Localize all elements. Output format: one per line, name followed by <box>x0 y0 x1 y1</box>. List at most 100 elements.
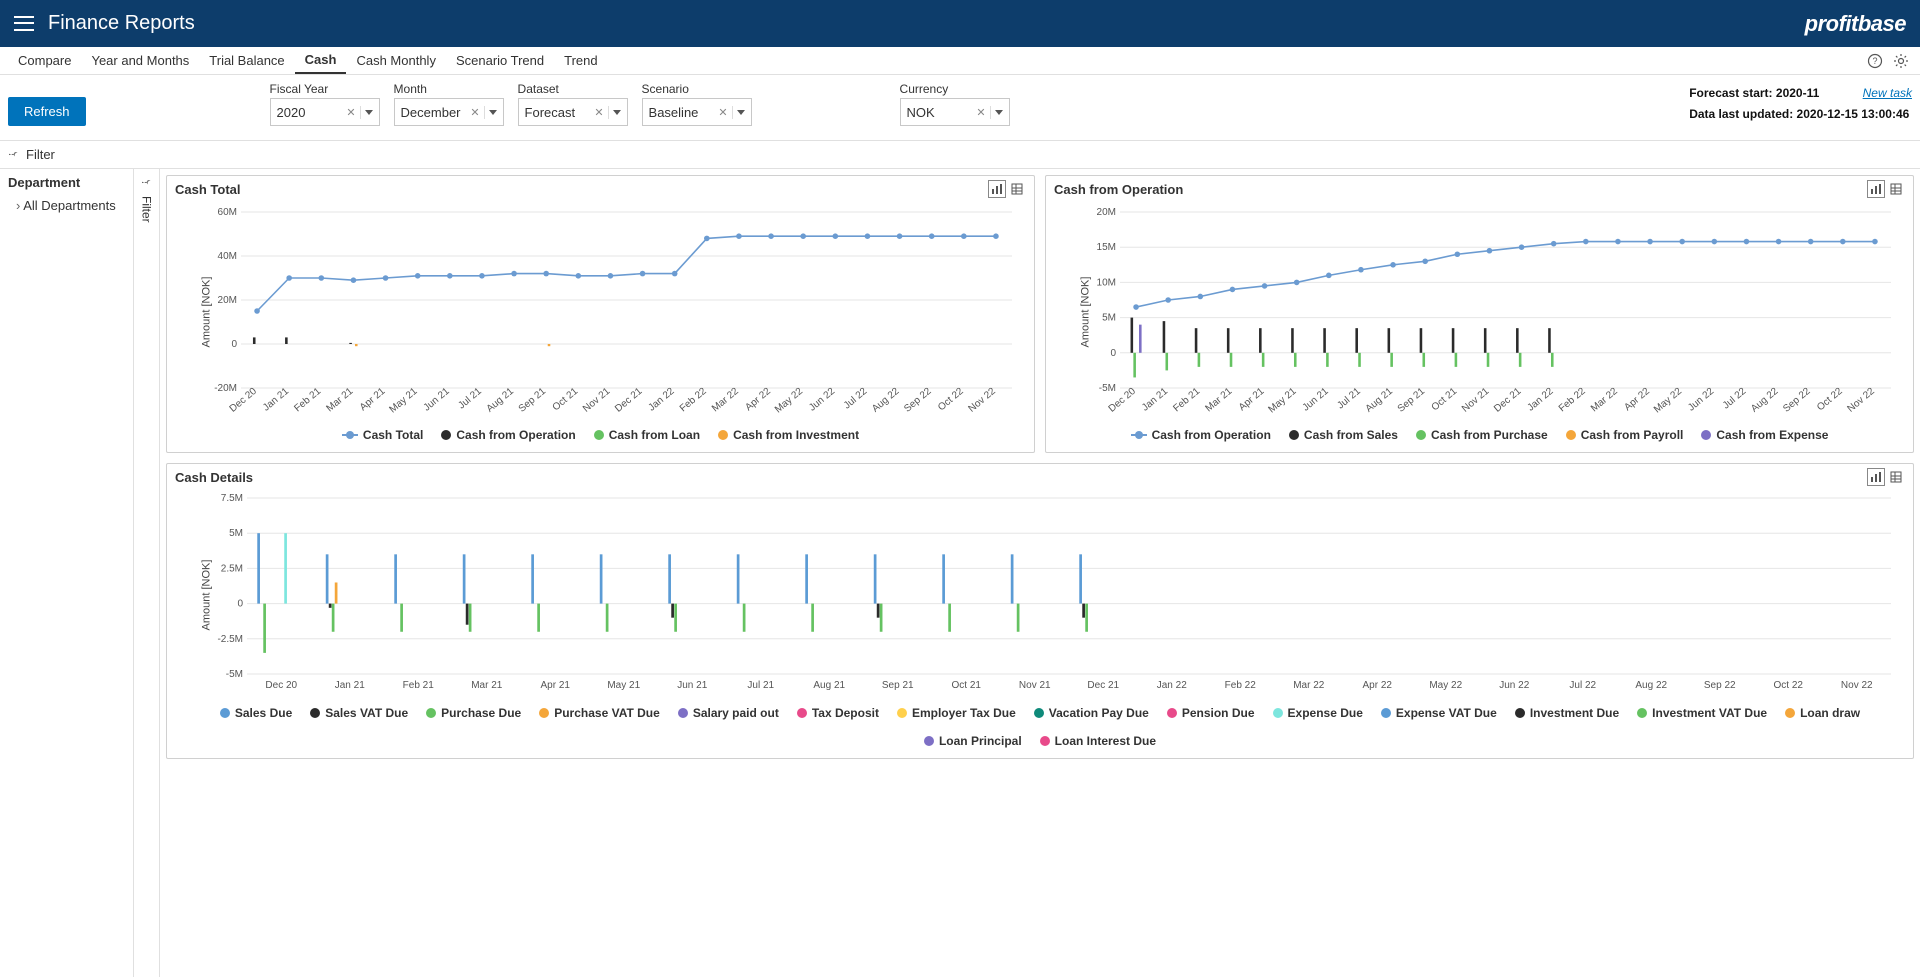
svg-text:5M: 5M <box>229 528 243 539</box>
svg-text:2.5M: 2.5M <box>221 563 243 574</box>
sidebar-item-all-departments[interactable]: All Departments <box>8 196 125 215</box>
legend-item[interactable]: Sales Due <box>220 706 292 720</box>
tab-scenario-trend[interactable]: Scenario Trend <box>446 47 554 74</box>
legend-item[interactable]: Cash from Operation <box>1131 428 1271 442</box>
legend-item[interactable]: Cash from Expense <box>1701 428 1828 442</box>
chevron-down-icon[interactable] <box>489 110 497 115</box>
legend-item[interactable]: Salary paid out <box>678 706 779 720</box>
legend-item[interactable]: Purchase Due <box>426 706 521 720</box>
clear-icon[interactable]: ✕ <box>466 106 484 119</box>
legend-item[interactable]: Employer Tax Due <box>897 706 1016 720</box>
clear-icon[interactable]: ✕ <box>590 106 608 119</box>
refresh-button[interactable]: Refresh <box>8 97 86 126</box>
gear-icon[interactable] <box>1890 50 1912 72</box>
svg-text:15M: 15M <box>1097 242 1116 253</box>
legend-item[interactable]: Loan draw <box>1785 706 1860 720</box>
tab-year-and-months[interactable]: Year and Months <box>81 47 199 74</box>
legend-swatch <box>441 430 451 440</box>
table-view-icon[interactable] <box>1887 468 1905 486</box>
svg-text:Dec 21: Dec 21 <box>613 386 645 415</box>
svg-text:Oct 21: Oct 21 <box>551 386 581 414</box>
clear-icon[interactable]: ✕ <box>342 106 360 119</box>
svg-text:-5M: -5M <box>1099 383 1116 394</box>
legend-item[interactable]: Purchase VAT Due <box>539 706 660 720</box>
svg-text:May 21: May 21 <box>607 680 640 691</box>
legend-item[interactable]: Vacation Pay Due <box>1034 706 1149 720</box>
panel-cash-details: Cash Details Amount [NOK] -5M-2.5M02.5M5… <box>166 463 1914 759</box>
y-axis-label: Amount [NOK] <box>200 560 212 631</box>
filter-month: Month December ✕ <box>394 82 504 126</box>
svg-text:Jul 21: Jul 21 <box>456 386 484 412</box>
svg-text:-5M: -5M <box>226 669 243 680</box>
legend-item[interactable]: Tax Deposit <box>797 706 879 720</box>
svg-text:Feb 22: Feb 22 <box>678 386 709 415</box>
tab-compare[interactable]: Compare <box>8 47 81 74</box>
legend-item[interactable]: Expense VAT Due <box>1381 706 1497 720</box>
tab-trend[interactable]: Trend <box>554 47 607 74</box>
legend-item[interactable]: Loan Interest Due <box>1040 734 1156 748</box>
svg-text:May 21: May 21 <box>387 386 420 416</box>
chevron-down-icon[interactable] <box>737 110 745 115</box>
help-icon[interactable]: ? <box>1864 50 1886 72</box>
filter-select[interactable]: Baseline ✕ <box>642 98 752 126</box>
filter-value: NOK <box>907 105 973 120</box>
svg-text:Jan 21: Jan 21 <box>335 680 365 691</box>
table-view-icon[interactable] <box>1008 180 1026 198</box>
legend-swatch <box>1131 434 1147 436</box>
filter-currency: Currency NOK ✕ <box>900 82 1010 126</box>
legend-swatch <box>797 708 807 718</box>
chart-view-icon[interactable] <box>1867 180 1885 198</box>
chart-cash-details: Amount [NOK] -5M-2.5M02.5M5M7.5MDec 20Ja… <box>167 490 1913 700</box>
legend-item[interactable]: Loan Principal <box>924 734 1022 748</box>
chevron-down-icon[interactable] <box>613 110 621 115</box>
new-task-link[interactable]: New task <box>1863 86 1912 100</box>
legend-swatch <box>1637 708 1647 718</box>
svg-text:Apr 21: Apr 21 <box>358 386 388 414</box>
legend-label: Loan draw <box>1800 706 1860 720</box>
pin-icon[interactable] <box>8 147 20 162</box>
legend-item[interactable]: Expense Due <box>1273 706 1363 720</box>
chart-view-icon[interactable] <box>988 180 1006 198</box>
svg-text:Nov 21: Nov 21 <box>1019 680 1051 691</box>
data-updated-value: 2020-12-15 13:00:46 <box>1797 107 1910 121</box>
legend-item[interactable]: Cash from Loan <box>594 428 700 442</box>
svg-text:10M: 10M <box>1097 277 1116 288</box>
legend-item[interactable]: Cash from Purchase <box>1416 428 1548 442</box>
filter-select[interactable]: December ✕ <box>394 98 504 126</box>
charts-content: Cash Total Amount [NOK] -20M020M40M60MDe… <box>160 169 1920 977</box>
tab-cash[interactable]: Cash <box>295 47 347 74</box>
chevron-down-icon[interactable] <box>365 110 373 115</box>
filter-select[interactable]: Forecast ✕ <box>518 98 628 126</box>
table-view-icon[interactable] <box>1887 180 1905 198</box>
y-axis-label: Amount [NOK] <box>200 277 212 348</box>
legend-item[interactable]: Sales VAT Due <box>310 706 408 720</box>
legend-swatch <box>342 434 358 436</box>
hamburger-icon[interactable] <box>14 14 34 34</box>
legend-label: Purchase VAT Due <box>554 706 660 720</box>
pin-icon[interactable] <box>141 175 153 190</box>
svg-text:Sep 21: Sep 21 <box>882 680 914 691</box>
legend-item[interactable]: Cash from Sales <box>1289 428 1398 442</box>
legend-item[interactable]: Investment Due <box>1515 706 1619 720</box>
legend-item[interactable]: Cash from Investment <box>718 428 859 442</box>
svg-text:Aug 21: Aug 21 <box>485 386 517 415</box>
legend-item[interactable]: Pension Due <box>1167 706 1255 720</box>
legend-item[interactable]: Cash from Payroll <box>1566 428 1684 442</box>
clear-icon[interactable]: ✕ <box>972 106 990 119</box>
chart-view-icon[interactable] <box>1867 468 1885 486</box>
legend-item[interactable]: Cash Total <box>342 428 423 442</box>
clear-icon[interactable]: ✕ <box>714 106 732 119</box>
filter-select[interactable]: NOK ✕ <box>900 98 1010 126</box>
legend-label: Pension Due <box>1182 706 1255 720</box>
forecast-start-label: Forecast start: <box>1689 86 1772 100</box>
legend-swatch <box>718 430 728 440</box>
tab-cash-monthly[interactable]: Cash Monthly <box>346 47 445 74</box>
chevron-down-icon[interactable] <box>995 110 1003 115</box>
legend-item[interactable]: Cash from Operation <box>441 428 575 442</box>
svg-text:Mar 21: Mar 21 <box>324 386 355 415</box>
legend-item[interactable]: Investment VAT Due <box>1637 706 1767 720</box>
filter-select[interactable]: 2020 ✕ <box>270 98 380 126</box>
tab-trial-balance[interactable]: Trial Balance <box>199 47 294 74</box>
legend-swatch <box>924 736 934 746</box>
y-axis-label: Amount [NOK] <box>1079 277 1091 348</box>
